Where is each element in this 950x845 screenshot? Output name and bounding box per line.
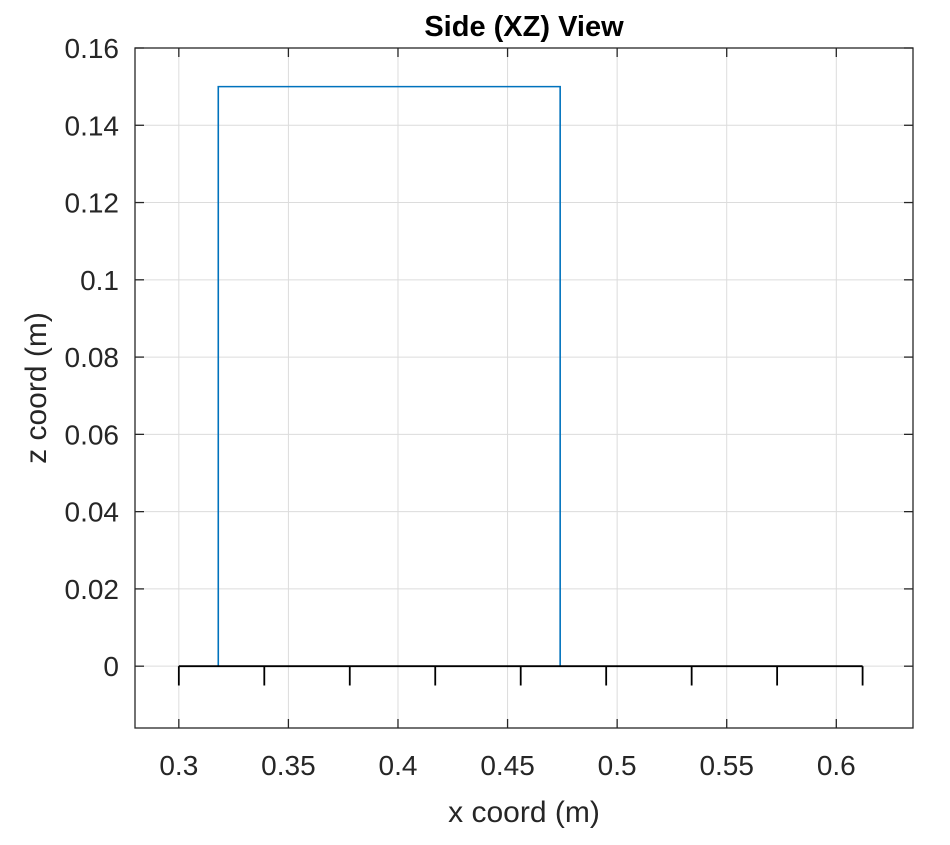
y-tick-label: 0.1 bbox=[80, 265, 119, 296]
x-axis-label: x coord (m) bbox=[448, 796, 600, 829]
y-tick-label: 0.16 bbox=[65, 33, 120, 64]
y-tick-label: 0.14 bbox=[65, 110, 120, 141]
y-tick-label: 0.08 bbox=[65, 342, 120, 373]
series-outline-line bbox=[217, 85, 561, 667]
x-tick-labels: 0.3 0.35 0.4 0.45 0.5 0.55 0.6 bbox=[159, 750, 855, 781]
x-tick-label: 0.4 bbox=[379, 750, 418, 781]
axis-ticks bbox=[135, 47, 913, 728]
x-tick-label: 0.3 bbox=[159, 750, 198, 781]
y-tick-label: 0.02 bbox=[65, 574, 120, 605]
y-tick-labels: 0 0.02 0.04 0.06 0.08 0.1 0.12 0.14 0.16 bbox=[65, 33, 120, 682]
y-axis-label: z coord (m) bbox=[20, 312, 53, 464]
x-tick-label: 0.55 bbox=[699, 750, 754, 781]
y-tick-label: 0 bbox=[103, 651, 119, 682]
axes-box bbox=[134, 47, 914, 729]
x-tick-label: 0.45 bbox=[480, 750, 535, 781]
y-tick-label: 0.04 bbox=[65, 497, 120, 528]
x-tick-label: 0.35 bbox=[261, 750, 316, 781]
x-tick-label: 0.6 bbox=[817, 750, 856, 781]
plot-area bbox=[135, 48, 913, 728]
chart-title: Side (XZ) View bbox=[424, 11, 624, 43]
y-tick-label: 0.06 bbox=[65, 419, 120, 450]
x-tick-label: 0.5 bbox=[598, 750, 637, 781]
series-layer bbox=[177, 85, 864, 686]
y-tick-label: 0.12 bbox=[65, 188, 120, 219]
